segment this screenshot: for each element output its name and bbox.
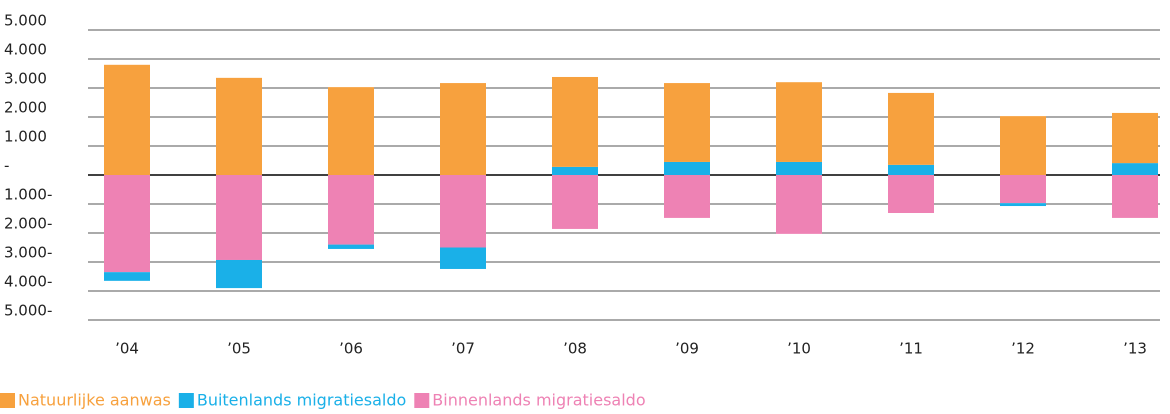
- bar-segment: [552, 175, 598, 229]
- bar-segment: [1112, 163, 1158, 175]
- legend-label: Buitenlands migratiesaldo: [197, 391, 406, 410]
- bar-segment: [888, 92, 934, 165]
- x-tick-label: ’10: [787, 340, 811, 358]
- bar-segment: [328, 175, 374, 245]
- bar-segment: [664, 83, 710, 162]
- y-tick-label: 3.000: [4, 70, 47, 88]
- x-tick-label: ’06: [339, 340, 363, 358]
- bar-segment: [1000, 116, 1046, 175]
- bar-segment: [552, 166, 598, 175]
- bar-segment: [776, 175, 822, 234]
- bar-segment: [328, 87, 374, 175]
- bar-segment: [440, 175, 486, 248]
- x-tick-label: ’07: [451, 340, 475, 358]
- y-tick-label: 2.000: [4, 99, 47, 117]
- bar-segment: [216, 77, 262, 175]
- y-tick-label: 2.000-: [4, 215, 52, 233]
- x-tick-label: ’12: [1011, 340, 1035, 358]
- bar-segment: [328, 244, 374, 249]
- legend-label: Binnenlands migratiesaldo: [432, 391, 645, 410]
- legend-label: Natuurlijke aanwas: [18, 391, 171, 410]
- y-tick-label: -: [4, 157, 9, 175]
- x-tick-label: ’05: [227, 340, 251, 358]
- y-tick-label: 5.000-: [4, 302, 52, 320]
- y-tick-label: 3.000-: [4, 244, 52, 262]
- bar-segment: [104, 175, 150, 273]
- bar-segment: [1000, 203, 1046, 207]
- bar-segment: [664, 175, 710, 218]
- bar-segment: [776, 82, 822, 162]
- y-tick-label: 5.000: [4, 12, 47, 30]
- bar-segment: [1112, 175, 1158, 218]
- legend-swatch: [414, 393, 430, 408]
- bar-segment: [776, 161, 822, 175]
- legend-swatch: [0, 393, 15, 408]
- legend-swatch: [178, 393, 194, 408]
- x-tick-label: ’11: [899, 340, 923, 358]
- bar-segment: [888, 164, 934, 175]
- y-tick-label: 4.000: [4, 41, 47, 59]
- bar-segment: [216, 259, 262, 289]
- bar-segment: [104, 64, 150, 175]
- y-tick-label: 1.000: [4, 128, 47, 146]
- bar-segment: [104, 272, 150, 281]
- y-tick-label: 1.000-: [4, 186, 52, 204]
- bar-segment: [664, 161, 710, 175]
- x-tick-label: ’08: [563, 340, 587, 358]
- bar-segment: [888, 175, 934, 213]
- y-tick-label: 4.000-: [4, 273, 52, 291]
- bar-segment: [216, 175, 262, 260]
- bar-segment: [552, 76, 598, 167]
- bar-segment: [440, 83, 486, 175]
- x-tick-label: ’04: [115, 340, 139, 358]
- x-tick-label: ’13: [1123, 340, 1147, 358]
- x-tick-label: ’09: [675, 340, 699, 358]
- bar-segment: [1112, 112, 1158, 164]
- bar-segment: [440, 247, 486, 269]
- bar-segment: [1000, 175, 1046, 204]
